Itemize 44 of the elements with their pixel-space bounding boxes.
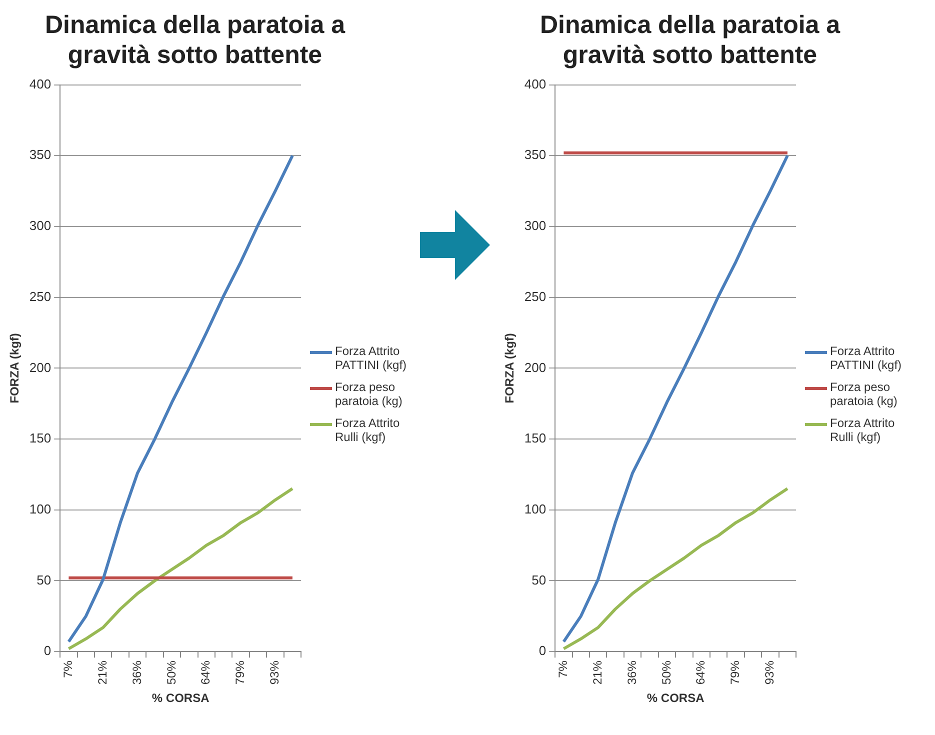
x-tick-label: 7%	[61, 660, 76, 678]
y-tick-label: 250	[524, 288, 546, 304]
y-tick-label: 100	[524, 501, 546, 516]
legend-label: Forza peso paratoia (kg)	[830, 380, 898, 408]
y-tick-label: 150	[29, 430, 52, 446]
x-tick-label: 64%	[694, 660, 708, 685]
y-axis-title: FORZA (kgf)	[502, 333, 517, 404]
y-tick-label: 200	[524, 360, 546, 375]
x-tick-label: 93%	[268, 660, 282, 685]
y-tick-label: 400	[524, 76, 546, 92]
chart-title: Dinamica della paratoia a gravità sotto battente	[538, 10, 842, 71]
x-tick-label: 50%	[659, 660, 674, 685]
y-tick-label: 50	[532, 572, 546, 588]
legend-label: Forza Attrito PATTINI (kgf)	[830, 344, 903, 372]
y-tick-label: 400	[29, 76, 52, 92]
x-tick-label: 7%	[556, 660, 570, 678]
chart-title: Dinamica della paratoia a gravità sotto battente	[44, 10, 346, 71]
y-tick-label: 350	[29, 147, 52, 162]
x-tick-label: 21%	[95, 660, 110, 685]
x-tick-label: 36%	[130, 660, 144, 685]
y-tick-label: 100	[29, 501, 52, 516]
y-tick-label: 350	[524, 147, 546, 162]
x-tick-label: 64%	[198, 660, 213, 685]
y-tick-label: 50	[36, 572, 52, 588]
x-tick-label: 36%	[624, 660, 639, 685]
legend-label: Forza Attrito PATTINI (kgf)	[335, 344, 408, 372]
y-tick-label: 0	[538, 643, 546, 658]
x-tick-label: 21%	[590, 660, 604, 685]
x-tick-label: 50%	[164, 660, 178, 685]
legend-label: Forza Attrito Rulli (kgf)	[335, 416, 401, 444]
legend-label: Forza Attrito Rulli (kgf)	[830, 416, 896, 444]
legend-label: Forza peso paratoia (kg)	[335, 380, 404, 408]
y-tick-label: 200	[29, 360, 52, 375]
y-tick-label: 250	[29, 288, 52, 304]
y-tick-label: 0	[44, 643, 52, 658]
y-axis-title: FORZA (kgf)	[8, 333, 22, 404]
x-axis-title: % CORSA	[152, 691, 210, 706]
x-tick-label: 93%	[762, 660, 777, 685]
x-tick-label: 79%	[233, 660, 248, 685]
y-tick-label: 150	[524, 430, 546, 446]
x-tick-label: 79%	[728, 660, 742, 685]
y-tick-label: 300	[524, 218, 546, 234]
y-tick-label: 300	[29, 218, 52, 234]
x-axis-title: % CORSA	[646, 691, 705, 706]
